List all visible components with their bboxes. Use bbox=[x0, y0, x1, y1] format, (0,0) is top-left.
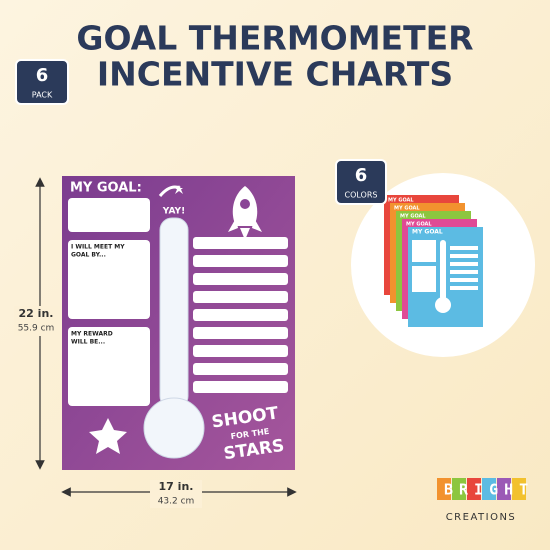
badge-label: PACK bbox=[32, 91, 53, 100]
width-cm: 43.2 cm bbox=[158, 497, 195, 507]
star-icon bbox=[89, 418, 127, 454]
badge-number: 6 bbox=[355, 165, 368, 186]
comet-tail bbox=[158, 185, 181, 197]
star-icon bbox=[175, 185, 183, 194]
rocket-window bbox=[240, 199, 250, 209]
title-line: INCENTIVE CHARTS bbox=[97, 55, 453, 94]
thumbnail-label: MY GOAL bbox=[388, 198, 414, 204]
label-backdrop bbox=[14, 306, 62, 336]
poster: MY GOAL: I WILL MEET MY GOAL BY... MY RE… bbox=[62, 176, 295, 470]
box-label: MY REWARD bbox=[71, 331, 113, 338]
height-in: 22 in. bbox=[19, 307, 54, 320]
box-label: WILL BE... bbox=[71, 339, 105, 346]
title-line: GOAL THERMOMETER bbox=[76, 19, 473, 58]
brand-logo: BRIGHT CREATIONS bbox=[437, 478, 534, 523]
thermometer-bulb bbox=[143, 397, 205, 459]
pack-badge: 6 PACK bbox=[15, 59, 69, 105]
box-label: I WILL MEET MY bbox=[71, 244, 125, 251]
colors-badge: 6 COLORS bbox=[335, 159, 387, 205]
progress-rows bbox=[193, 237, 288, 393]
thumbnails bbox=[384, 195, 483, 327]
goal-box bbox=[68, 198, 150, 232]
badge-number: 6 bbox=[36, 65, 49, 86]
thumbnail-label: MY GOAL bbox=[394, 206, 420, 212]
thumbnail-label: MY GOAL bbox=[406, 222, 432, 228]
date-box bbox=[68, 240, 150, 319]
label-backdrop bbox=[150, 480, 202, 508]
box-label: GOAL BY... bbox=[71, 252, 106, 259]
height-cm: 55.9 cm bbox=[18, 324, 55, 334]
badge-label: COLORS bbox=[345, 191, 378, 200]
brand-subtitle: CREATIONS bbox=[446, 512, 517, 523]
thumbnail-label: MY GOAL bbox=[400, 214, 426, 220]
yay-label: YAY! bbox=[162, 207, 185, 217]
goal-heading: MY GOAL: bbox=[70, 181, 142, 196]
brand-name: BRIGHT bbox=[444, 481, 534, 499]
width-in: 17 in. bbox=[159, 480, 194, 493]
thumbnail-label: MY GOAL bbox=[412, 229, 443, 236]
thermometer-tube bbox=[159, 217, 189, 409]
reward-box bbox=[68, 327, 150, 406]
